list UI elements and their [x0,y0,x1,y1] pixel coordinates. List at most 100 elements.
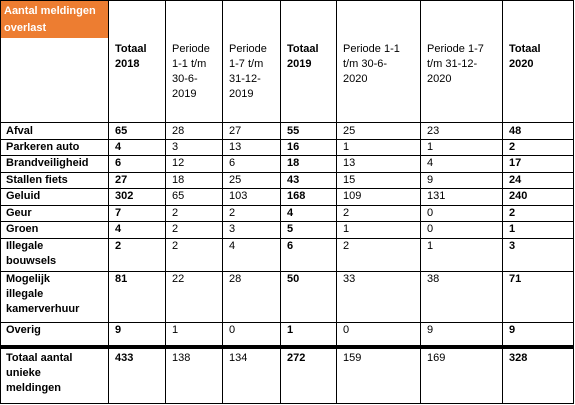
column-header: Periode 1-7 t/m 31-12- 2020 [427,42,484,87]
table-row: Groen 4 2 3 5 1 0 1 [0,221,574,238]
table-cell: 1 [427,240,434,252]
table-cell: 22 [172,273,185,285]
row-label: Brandveiligheid [6,156,89,171]
table-cell: 71 [509,273,522,285]
grid-line [573,0,574,404]
row-label-line: bouwsels [6,255,57,267]
table-row: Mogelijk illegale kamerverhuur 81 22 28 50 33 38… [0,271,574,322]
column-header: Periode 1-7 t/m 31-12- 2019 [229,42,267,102]
table-cell: 9 [427,174,434,186]
grid-line [0,403,574,404]
table-cell: 2 [343,207,350,219]
table-cell: 2 [172,207,179,219]
table-cell: 18 [172,174,185,186]
grid-line [222,0,223,404]
total-row: Totaal aantal unieke meldingen 433 138 134 272… [0,350,574,402]
table-cell: 50 [287,273,300,285]
row-label-line: Afval [6,125,33,137]
row-label-line: Illegale [6,240,44,252]
row-label-line: kamerverhuur [6,303,80,315]
grid-line [280,0,281,404]
table-cell: 1 [172,324,179,336]
table-cell: 4 [287,207,294,219]
table-cell: 0 [343,324,350,336]
table-cell: 2 [172,240,179,252]
table-cell: 1 [343,223,350,235]
column-header-line: Periode 1-1 [343,43,400,55]
table-row: Brandveiligheid 6 12 6 18 13 4 17 [0,155,574,172]
table-cell: 25 [343,125,356,137]
column-header: Totaal 2019 [287,42,319,72]
row-label: Groen [6,222,38,237]
table-cell: 109 [343,190,362,202]
column-header-line: 2020 [427,73,452,85]
table-cell: 3 [172,141,179,153]
column-header-line: t/m 31-12- [427,58,478,70]
table-cell: 131 [427,190,446,202]
table-cell: 13 [343,157,356,169]
grid-line [0,188,574,189]
row-label-line: meldingen [6,382,62,394]
column-header: Periode 1-1 t/m 30-6- 2019 [172,42,210,102]
row-label-line: Stallen fiets [6,174,68,186]
table-cell: 1 [509,223,516,235]
row-label-line: Brandveiligheid [6,157,89,169]
table-cell: 159 [343,352,362,364]
column-header-line: Periode 1-7 [427,43,484,55]
row-label-line: Groen [6,223,39,235]
table-cell: 16 [287,141,300,153]
column-header-line: 30-6- [172,73,198,85]
row-label: Totaal aantal unieke meldingen [6,351,72,396]
table-cell: 65 [115,125,128,137]
row-label: Geur [6,206,32,221]
table-row: Afval 65 28 27 55 25 23 48 [0,123,574,139]
row-label: Stallen fiets [6,173,68,188]
table-cell: 27 [115,174,128,186]
grid-line [165,0,166,404]
grid-line [0,322,574,323]
table-cell: 3 [509,240,516,252]
table-row: Geur 7 2 2 4 2 0 2 [0,205,574,221]
table-cell: 0 [427,207,434,219]
column-header-line: 2020 [343,73,368,85]
table-cell: 4 [115,223,122,235]
column-header-line: Periode [229,43,267,55]
grid-line [0,155,574,156]
table-cell: 33 [343,273,356,285]
column-header-line: 2019 [287,58,312,70]
table-cell: 1 [343,141,350,153]
grid-line [0,205,574,206]
table-cell: 9 [115,324,122,336]
table-row: Illegale bouwsels 2 2 4 6 2 1 3 [0,238,574,271]
table-cell: 65 [172,190,185,202]
table-row: Geluid 302 65 103 168 109 131 240 [0,188,574,205]
row-label-line: Parkeren auto [6,141,80,153]
table-cell: 138 [172,352,191,364]
column-header-line: Periode [172,43,210,55]
row-label: Illegale bouwsels [6,239,56,269]
grid-line [336,0,337,404]
table-cell: 2 [343,240,350,252]
table-row: Parkeren auto 4 3 13 16 1 1 2 [0,139,574,155]
table-cell: 9 [427,324,434,336]
column-header-line: 1-7 t/m [229,58,264,70]
grid-line [420,0,421,404]
grid-line [0,238,574,239]
grid-line [0,221,574,222]
grid-line [0,139,574,140]
table-cell: 12 [172,157,185,169]
table-cell: 272 [287,352,306,364]
table-cell: 168 [287,190,306,202]
table-cell: 17 [509,157,522,169]
table-row: Stallen fiets 27 18 25 43 15 9 24 [0,172,574,188]
table-cell: 103 [229,190,248,202]
table-cell: 7 [115,207,122,219]
table-cell: 2 [509,207,516,219]
row-label-line: Geur [6,207,32,219]
table-cell: 23 [427,125,440,137]
grid-line [0,345,574,349]
table-cell: 28 [172,125,185,137]
grid-line [0,172,574,173]
table-cell: 169 [427,352,446,364]
column-header: Totaal 2020 [509,42,541,72]
